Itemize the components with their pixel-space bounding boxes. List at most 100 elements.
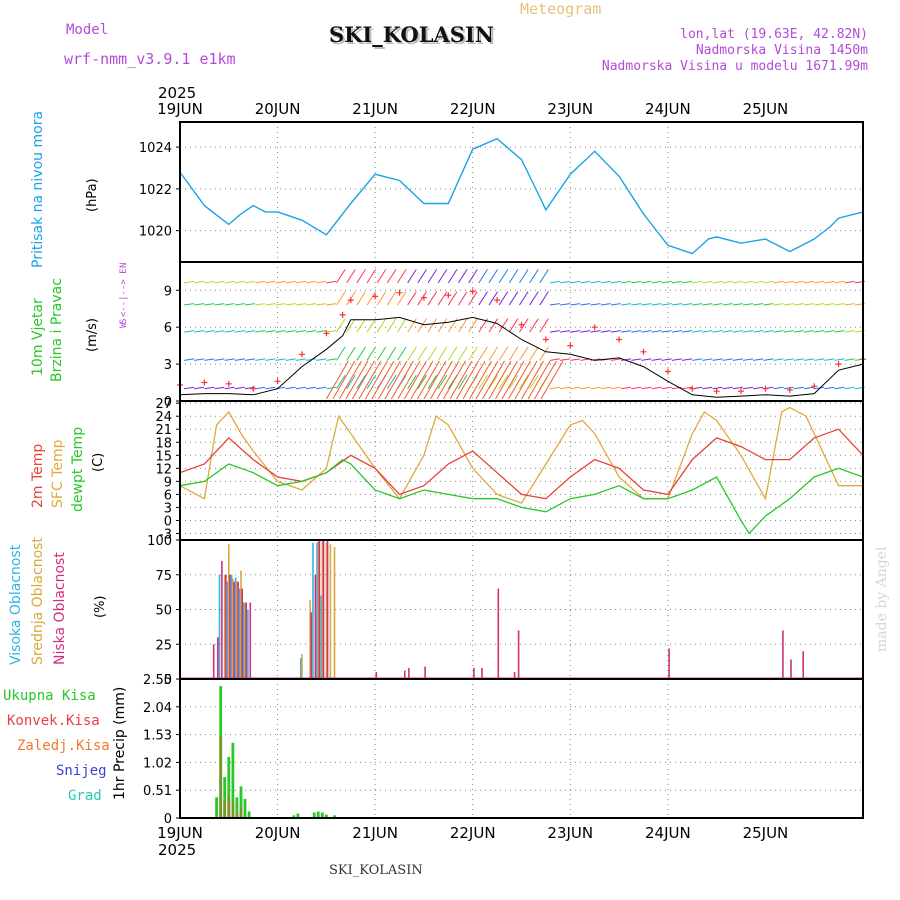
wind-barb (702, 358, 713, 361)
precip-ytick-label: 2.55 (143, 673, 172, 688)
wind-barb (661, 303, 672, 306)
wind-barb (336, 318, 346, 333)
wind-barb (437, 269, 448, 284)
wind-barb (651, 303, 662, 306)
wind-barb (458, 374, 468, 389)
wind-barb (560, 303, 571, 306)
cloud-low-bar (237, 581, 239, 679)
wind-barb (407, 318, 417, 333)
dewpoint-line (179, 458, 864, 535)
wind-ytick-label: 3 (164, 358, 172, 373)
pressure-ytick-label: 1024 (139, 141, 172, 156)
x-tick-label-bottom: 22JUN (450, 824, 496, 842)
wind-barb (549, 280, 560, 284)
wind-barb (194, 330, 205, 333)
precip-legend-graupel: Grad (68, 788, 102, 804)
wind-gust-mark (225, 380, 232, 387)
cloud-low-bar (249, 602, 252, 679)
wind-barb (570, 386, 581, 390)
wind-ytick-label: 9 (164, 284, 172, 299)
cloud-low-bar (245, 602, 247, 679)
wind-barb (590, 330, 601, 333)
wind-barb (803, 330, 814, 333)
wind-barb (488, 346, 499, 361)
cloud-low-bar (212, 644, 215, 680)
wind-barb (244, 358, 255, 361)
cloud-low-bar (802, 651, 804, 679)
wind-barb (661, 280, 672, 284)
precip-conv-bar (219, 736, 223, 818)
wind-barb (692, 330, 703, 333)
wind-barb (508, 346, 519, 361)
wind-barb (417, 374, 427, 389)
wind-barb (204, 303, 215, 306)
wind-barb (384, 360, 408, 400)
wind-gust-mark (339, 311, 346, 318)
cloud-high-bar (247, 609, 249, 679)
wind-barb (793, 386, 804, 390)
wind-gust-mark (518, 321, 525, 328)
compass-s: S (119, 319, 129, 324)
wind-barb (793, 303, 804, 306)
wind-barb (366, 346, 377, 361)
wind-barb (346, 346, 356, 361)
wind-barb (529, 374, 539, 389)
pressure-panel: 1020 1022 1024 (139, 121, 864, 263)
wind-barb (844, 280, 855, 284)
precip-conv-bar (239, 807, 243, 818)
wind-barb (194, 303, 205, 306)
wind-barb (773, 280, 784, 284)
wind-ylabel-2: Brzina i Pravac (49, 278, 65, 382)
wind-barb (773, 303, 784, 306)
wind-barb (436, 360, 460, 400)
temp-bg (180, 401, 863, 540)
wind-barb (844, 330, 855, 333)
wind-barb (570, 358, 581, 361)
wind-barb (783, 330, 794, 333)
wind-barb (540, 360, 564, 400)
wind-speed-line (179, 316, 864, 398)
wind-barb (482, 360, 505, 400)
wind-barb (773, 330, 784, 333)
wind-barb (580, 303, 591, 306)
precip-total-bar (312, 812, 316, 818)
wind-barb (519, 346, 529, 361)
temp-unit: (C) (91, 453, 106, 472)
model-label: Model (66, 22, 108, 38)
wind-barb (814, 330, 825, 333)
wind-barb (692, 358, 703, 361)
wind-barb (458, 291, 468, 306)
wind-barb (803, 303, 814, 306)
sfc-temp-line (179, 406, 863, 504)
precip-ytick-label: 0 (164, 812, 172, 827)
station-bottom: SKI_KOLASIN (329, 863, 423, 878)
wind-barb (285, 303, 296, 306)
wind-barb (753, 330, 764, 333)
wind-barb (214, 280, 225, 284)
wind-gust-mark (786, 386, 793, 393)
wind-barb (732, 358, 743, 361)
x-tick-label-bottom: 20JUN (255, 824, 301, 842)
wind-barb (255, 303, 266, 306)
wind-barb (295, 358, 306, 361)
wind-barb (423, 360, 447, 400)
wind-barb (417, 346, 427, 361)
wind-barb (722, 280, 733, 284)
wind-gust-mark (201, 379, 208, 386)
wind-barb (234, 303, 245, 306)
cloud-low-bar (517, 630, 520, 679)
wind-barb (529, 346, 539, 361)
wind-barb (712, 358, 723, 361)
x-tick-label-top: 20JUN (255, 100, 301, 118)
wind-barb (376, 269, 387, 284)
cloud-mid-bar (309, 599, 311, 679)
wind-barb (386, 269, 397, 284)
wind-barb (336, 269, 346, 284)
precip-total-bar (296, 813, 300, 818)
precip-ytick-label: 1.53 (143, 729, 172, 744)
wind-barb (783, 303, 794, 306)
wind-barb (410, 360, 434, 400)
wind-barb (305, 386, 316, 390)
wind-barb (386, 346, 397, 361)
